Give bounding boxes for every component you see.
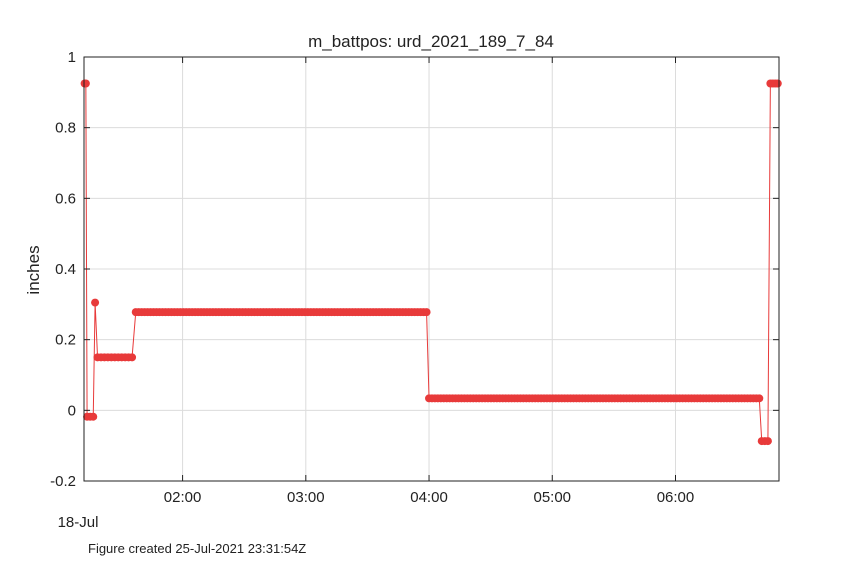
y-tick-label: 0.4: [55, 261, 76, 278]
x-tick-label: 05:00: [533, 489, 571, 506]
data-point: [128, 353, 137, 362]
x-tick-label: 06:00: [657, 489, 695, 506]
y-axis-label: inches: [24, 245, 43, 294]
data-point: [89, 412, 98, 421]
y-tick-labels: 1 0.8 0.6 0.4 0.2 0 -0.2: [50, 49, 76, 490]
y-tick-label: 0.8: [55, 120, 76, 137]
data-point: [773, 79, 782, 88]
x-axis-date-label: 18-Jul: [58, 514, 99, 531]
y-tick-label: 1: [68, 49, 76, 66]
x-tick-labels: 02:00 03:00 04:00 05:00 06:00: [164, 489, 694, 506]
data-point: [422, 308, 431, 317]
y-tick-label: 0.6: [55, 190, 76, 207]
figure-caption: Figure created 25-Jul-2021 23:31:54Z: [88, 541, 306, 556]
tick-marks: [84, 56, 779, 482]
y-tick-label: 0: [68, 402, 76, 419]
chart-title: m_battpos: urd_2021_189_7_84: [308, 32, 554, 51]
y-tick-label: -0.2: [50, 473, 76, 490]
plot-series: [80, 79, 782, 446]
x-tick-label: 04:00: [410, 489, 448, 506]
data-point: [763, 437, 772, 446]
x-tick-label: 02:00: [164, 489, 202, 506]
x-tick-label: 03:00: [287, 489, 325, 506]
data-point: [81, 79, 90, 88]
y-tick-label: 0.2: [55, 332, 76, 349]
data-point: [91, 298, 100, 307]
data-point: [755, 394, 764, 403]
